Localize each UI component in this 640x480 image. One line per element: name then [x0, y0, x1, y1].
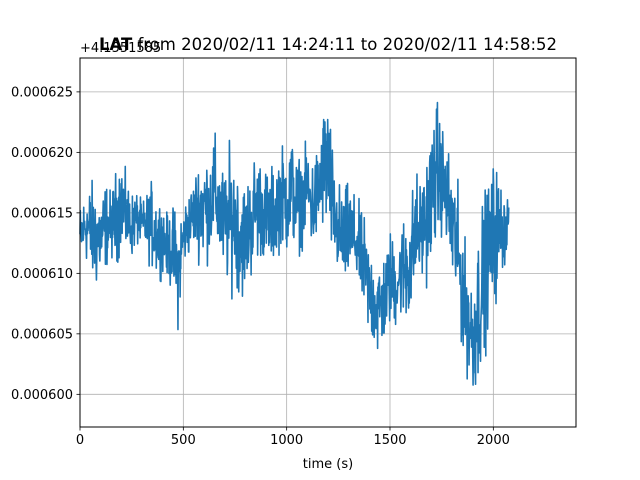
y-tick-label: 0.000610 [11, 267, 73, 282]
axis-ticks: 0 500 1000 1500 2000 0.000600 0.000605 0.000610… [11, 85, 510, 448]
axes-frame [79, 57, 577, 428]
lat-series-line [79, 101, 510, 386]
chart-title-bold: LAT [99, 35, 133, 54]
y-offset-label: +4.1551585 [80, 41, 161, 56]
x-axis-label: time (s) [303, 457, 353, 472]
y-tick-label: 0.000620 [11, 146, 73, 161]
chart-title-rest: from 2020/02/11 14:24:11 to 2020/02/11 1… [132, 35, 557, 54]
x-tick-label: 0 [76, 433, 84, 448]
chart-title: LAT from 2020/02/11 14:24:11 to 2020/02/… [99, 35, 557, 54]
y-tick-label: 0.000625 [11, 85, 73, 100]
x-tick-label: 1000 [270, 433, 303, 448]
x-tick-label: 2000 [477, 433, 510, 448]
x-tick-label: 500 [171, 433, 196, 448]
y-tick-label: 0.000600 [11, 388, 73, 403]
y-tick-label: 0.000605 [11, 327, 73, 342]
x-tick-label: 1500 [373, 433, 406, 448]
y-tick-label: 0.000615 [11, 206, 73, 221]
lat-series [79, 101, 510, 386]
